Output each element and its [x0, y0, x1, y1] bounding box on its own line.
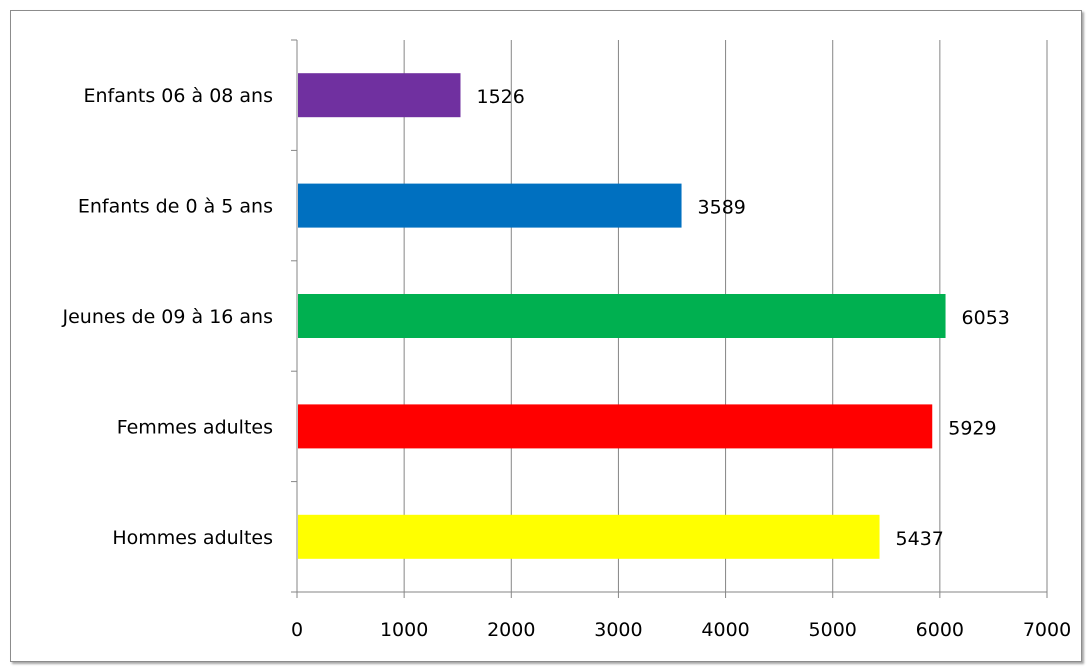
- x-tick-label: 1000: [380, 619, 428, 641]
- x-tick-label: 6000: [916, 619, 964, 641]
- category-label: Femmes adultes: [117, 416, 273, 438]
- x-tick-label: 2000: [487, 619, 535, 641]
- bar: [298, 73, 461, 118]
- x-tick-label: 5000: [809, 619, 857, 641]
- data-label: 3589: [698, 197, 746, 219]
- x-tick-label: 0: [291, 619, 303, 641]
- data-label: 5929: [948, 417, 996, 439]
- bar: [298, 294, 946, 338]
- x-tick-label: 7000: [1023, 619, 1071, 641]
- data-label: 5437: [896, 528, 944, 550]
- category-label: Enfants de 0 à 5 ans: [78, 196, 273, 218]
- data-label: 1526: [477, 86, 525, 108]
- x-tick-label: 4000: [701, 619, 749, 641]
- category-label: Jeunes de 09 à 16 ans: [62, 306, 274, 328]
- bar: [298, 514, 880, 559]
- category-label: Hommes adultes: [112, 527, 273, 549]
- bar: [298, 183, 682, 228]
- bar: [298, 404, 933, 449]
- data-label: 6053: [962, 307, 1010, 329]
- x-tick-label: 3000: [594, 619, 642, 641]
- category-label: Enfants 06 à 08 ans: [83, 85, 273, 107]
